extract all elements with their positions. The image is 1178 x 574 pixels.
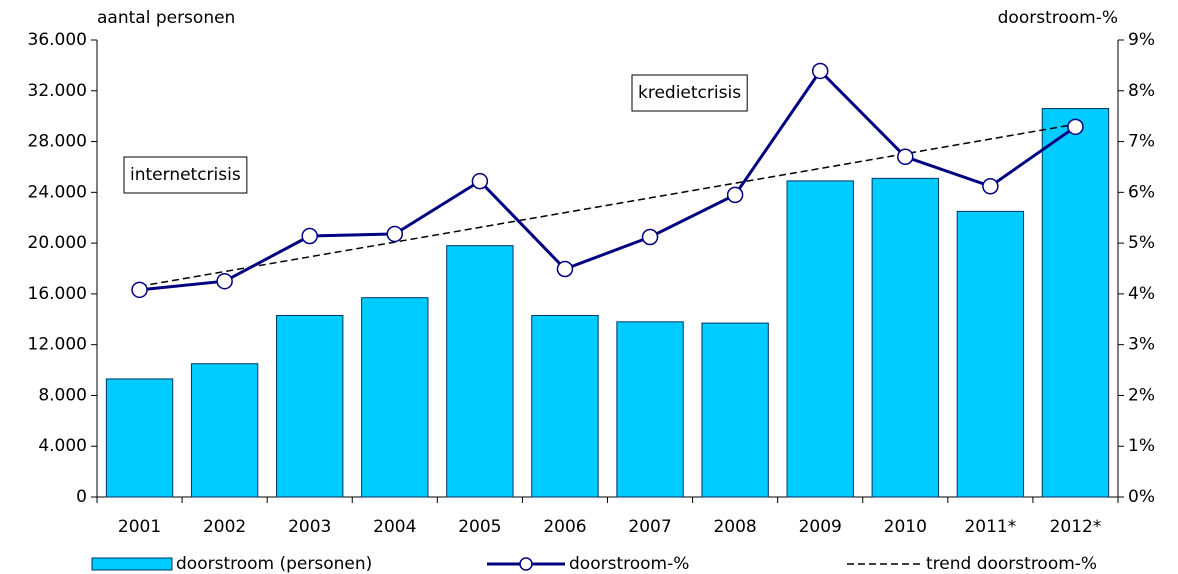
point bbox=[982, 177, 999, 195]
bar bbox=[616, 321, 684, 498]
legend-label: trend doorstroom-% bbox=[926, 554, 1097, 574]
y-tick-label: 32.000 bbox=[28, 81, 87, 101]
x-tick-label: 2006 bbox=[543, 517, 586, 537]
y-tick-label: 0 bbox=[76, 487, 87, 507]
annotation: kredietcrisis bbox=[638, 83, 741, 103]
bar bbox=[701, 322, 769, 498]
x-tick-label: 2002 bbox=[203, 517, 246, 537]
y2-axis-title: doorstroom-% bbox=[998, 8, 1118, 28]
x-tick-label: 2010 bbox=[884, 517, 927, 537]
y-tick-label: 4.000 bbox=[38, 436, 87, 456]
x-tick-label: 2009 bbox=[799, 517, 842, 537]
y2-tick-label: 2% bbox=[1128, 385, 1155, 405]
legend-label: doorstroom (personen) bbox=[176, 554, 372, 574]
x-tick-label: 2011* bbox=[964, 517, 1016, 537]
y2-tick-label: 3% bbox=[1128, 335, 1155, 355]
point bbox=[131, 281, 148, 299]
bar bbox=[1041, 108, 1110, 498]
y2-tick-label: 9% bbox=[1128, 30, 1155, 50]
annotation-box bbox=[123, 156, 248, 194]
y-tick-label: 24.000 bbox=[28, 182, 87, 202]
x-tick-label: 2007 bbox=[628, 517, 671, 537]
point bbox=[301, 227, 318, 245]
bar bbox=[361, 297, 429, 498]
bar bbox=[105, 378, 174, 498]
annotation-box bbox=[631, 74, 748, 112]
bar bbox=[531, 314, 599, 498]
bar bbox=[871, 177, 939, 498]
bar bbox=[276, 314, 344, 498]
x-tick-label: 2008 bbox=[713, 517, 756, 537]
y-tick-label: 36.000 bbox=[28, 30, 87, 50]
point bbox=[471, 172, 489, 190]
y-axis-title: aantal personen bbox=[97, 8, 235, 28]
y-tick-label: 20.000 bbox=[28, 233, 87, 253]
bar bbox=[446, 245, 514, 498]
bar bbox=[786, 180, 854, 498]
x-tick-label: 2005 bbox=[458, 517, 501, 537]
point bbox=[216, 272, 233, 290]
point bbox=[811, 62, 829, 80]
x-tick-label: 2001 bbox=[118, 517, 161, 537]
annotation: internetcrisis bbox=[130, 165, 241, 185]
point bbox=[897, 148, 914, 166]
y2-tick-label: 4% bbox=[1128, 284, 1155, 304]
point bbox=[726, 186, 744, 204]
point bbox=[556, 260, 574, 278]
y2-tick-label: 6% bbox=[1128, 182, 1155, 202]
point bbox=[641, 228, 659, 246]
y2-tick-label: 1% bbox=[1128, 436, 1155, 456]
y2-tick-label: 5% bbox=[1128, 233, 1155, 253]
point bbox=[1067, 118, 1084, 136]
y2-tick-label: 8% bbox=[1128, 81, 1155, 101]
x-tick-label: 2012* bbox=[1050, 517, 1102, 537]
point bbox=[386, 225, 404, 243]
bar bbox=[190, 363, 259, 498]
legend-label: doorstroom-% bbox=[569, 554, 689, 574]
y-tick-label: 12.000 bbox=[28, 335, 87, 355]
line bbox=[139, 68, 1077, 292]
legend-swatch bbox=[91, 557, 173, 571]
y-tick-label: 16.000 bbox=[28, 284, 87, 304]
y-tick-label: 8.000 bbox=[38, 385, 87, 405]
y-tick-label: 28.000 bbox=[28, 132, 87, 152]
bar bbox=[956, 210, 1025, 498]
x-tick-label: 2003 bbox=[288, 517, 331, 537]
legend-marker bbox=[519, 557, 533, 571]
trend-line bbox=[139, 123, 1076, 288]
x-tick-label: 2004 bbox=[373, 517, 416, 537]
y2-tick-label: 7% bbox=[1128, 132, 1155, 152]
y2-tick-label: 0% bbox=[1128, 487, 1155, 507]
